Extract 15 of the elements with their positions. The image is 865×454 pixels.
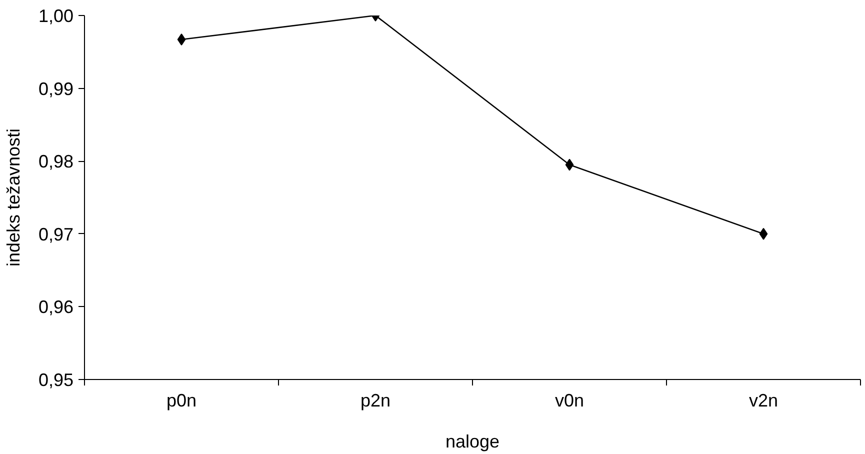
x-tick-label: v2n: [748, 390, 778, 410]
y-tick-label: 0,97: [38, 224, 74, 244]
y-tick-label: 0,96: [38, 297, 74, 318]
x-tick-label: v0n: [554, 390, 584, 410]
y-axis-title: indeks težavnosti: [3, 128, 24, 267]
x-tick-label: p0n: [166, 390, 197, 410]
y-tick-label: 0,95: [38, 370, 74, 390]
x-axis-title: naloge: [445, 432, 500, 452]
y-tick-label: 1,00: [38, 6, 74, 26]
y-tick-label: 0,98: [38, 152, 74, 172]
point: [177, 34, 186, 46]
point: [565, 158, 574, 171]
point: [759, 228, 768, 240]
x-tick-label: p2n: [360, 390, 391, 410]
y-tick-label: 0,99: [38, 78, 74, 99]
